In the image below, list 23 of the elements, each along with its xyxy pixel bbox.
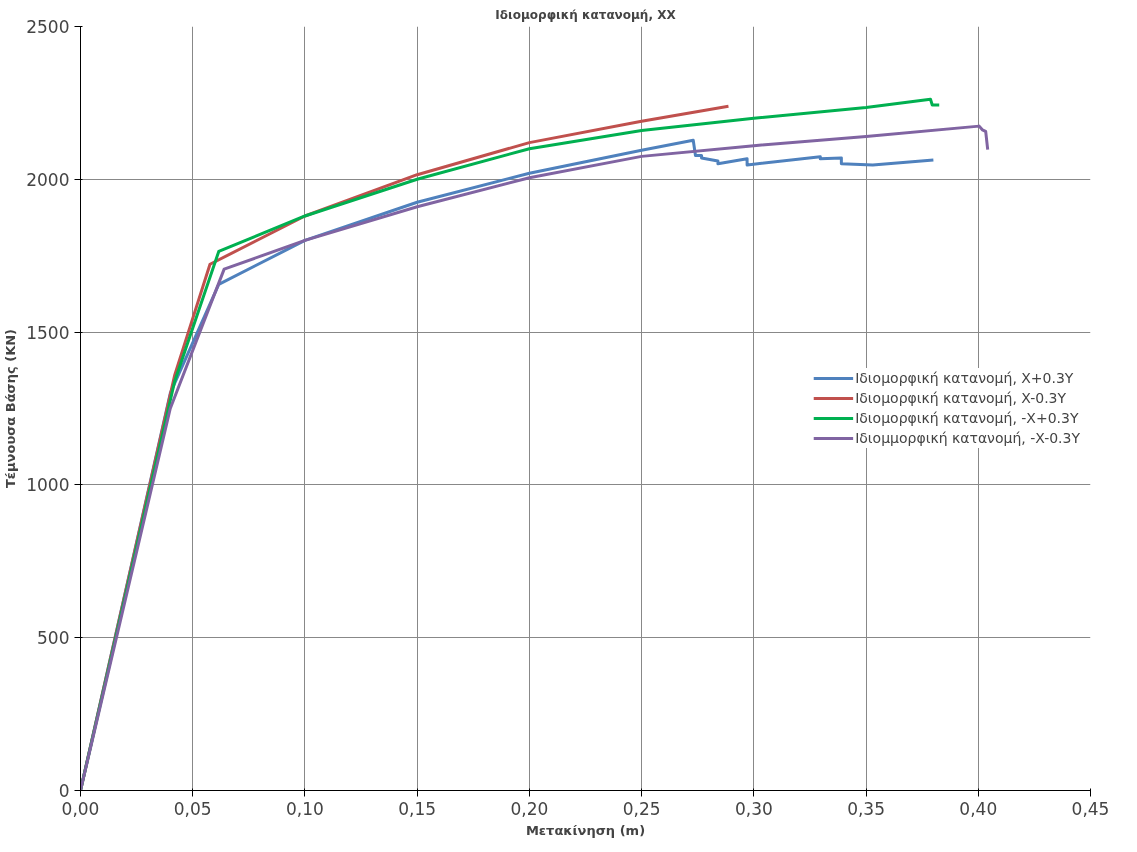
y-tick-label: 1500 <box>26 322 70 343</box>
x-tick-label: 0,00 <box>61 798 100 819</box>
x-tick-label: 0,15 <box>398 798 437 819</box>
x-tick-label: 0,10 <box>286 798 324 819</box>
legend-label: Ιδιομορφική κατανομή, -X+0.3Y <box>855 410 1079 426</box>
y-tick-label: 0 <box>58 781 70 801</box>
x-axis-title: Μετακίνηση (m) <box>525 822 646 838</box>
legend-label: Ιδιομορφική κατανομή, X-0.3Y <box>855 390 1067 406</box>
y-tick-label: 2500 <box>26 17 70 37</box>
x-tick-label: 0,45 <box>1071 798 1110 819</box>
x-tick-label: 0,25 <box>622 798 661 819</box>
legend-label: Ιδιομορφική κατανομή, X+0.3Y <box>855 370 1074 386</box>
legend-label: Ιδιομμορφική κατανομή, -X-0.3Y <box>855 430 1080 446</box>
y-tick-label: 500 <box>37 628 70 649</box>
x-tick-label: 0,30 <box>734 798 773 819</box>
y-axis-title: Τέμνουσα Βάσης (KN) <box>3 328 19 489</box>
x-tick-label: 0,20 <box>510 798 549 819</box>
x-tick-label: 0,40 <box>959 798 998 819</box>
x-tick-label: 0,35 <box>847 798 885 819</box>
x-tick-label: 0,05 <box>173 798 212 819</box>
y-tick-label: 1000 <box>26 475 70 496</box>
y-tick-label: 2000 <box>26 169 70 190</box>
chart-title: Ιδιομορφική κατανομή, XX <box>495 7 677 22</box>
